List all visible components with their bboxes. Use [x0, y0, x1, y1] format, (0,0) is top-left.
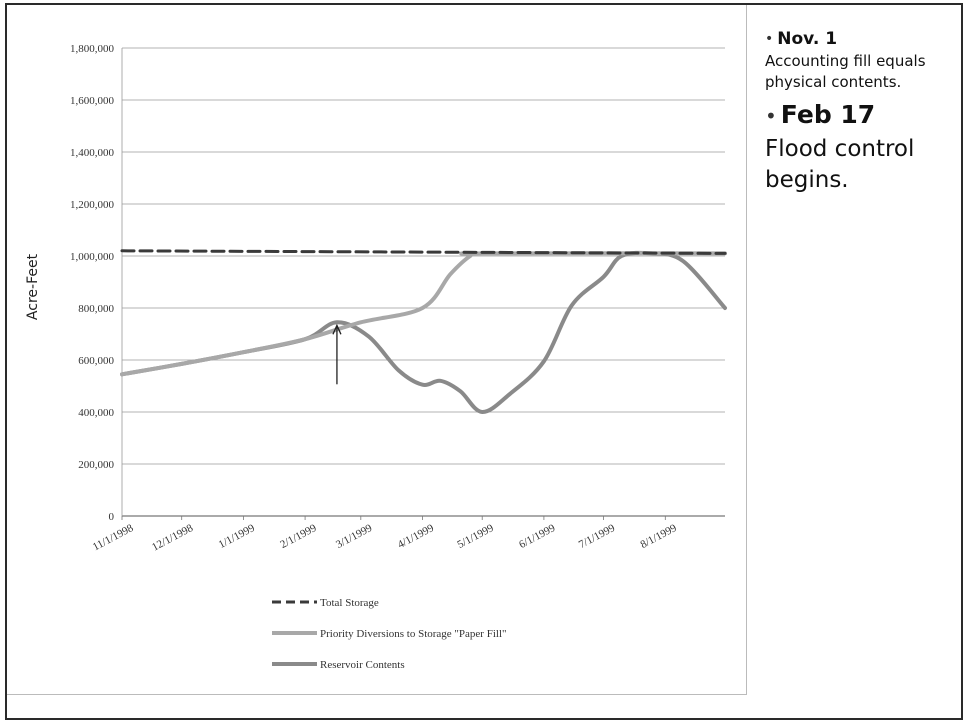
series-line-0: [120, 249, 727, 255]
y-tick-labels: 0 200,000 400,000 600,000 800,000 1,000,000 1,…: [70, 43, 115, 523]
bullet-icon: •: [765, 31, 774, 47]
notes-panel: • Nov. 1 Accounting fill equals physical …: [765, 27, 965, 196]
x-tick-label: 4/1/1999: [396, 522, 437, 551]
slide-frame: 0 200,000 400,000 600,000 800,000 1,000,000 1,…: [5, 3, 963, 720]
y-tick-label: 1,800,000: [70, 43, 115, 55]
note-feb17-title: Feb 17: [780, 100, 876, 129]
note-feb17-heading: • Feb 17: [765, 97, 965, 134]
legend-label: Reservoir Contents: [320, 659, 405, 671]
series-lines: [120, 249, 727, 414]
series-line-1: [120, 251, 727, 377]
series-line-2: [120, 250, 727, 414]
x-tick-label: 3/1/1999: [334, 522, 375, 551]
y-tick-label: 600,000: [78, 355, 114, 367]
note-nov1-heading: • Nov. 1: [765, 27, 965, 51]
y-tick-label: 200,000: [78, 459, 114, 471]
y-axis-label: Acre-Feet: [25, 253, 41, 320]
x-tick-label: 2/1/1999: [278, 522, 319, 551]
x-tick-labels: 11/1/1998 12/1/1998 1/1/1999 2/1/1999 3/1/19…: [91, 522, 679, 554]
x-tick-label: 1/1/1999: [217, 522, 258, 551]
y-tick-label: 800,000: [78, 303, 114, 315]
note-nov1-text: Accounting fill equals physical contents…: [765, 52, 926, 91]
note-nov1-title: Nov. 1: [777, 29, 838, 49]
legend-label: Total Storage: [320, 597, 379, 609]
y-tick-label: 1,600,000: [70, 95, 115, 107]
annotations: [332, 323, 342, 385]
y-tick-label: 0: [109, 511, 115, 523]
y-tick-label: 400,000: [78, 407, 114, 419]
grid-lines: [121, 47, 725, 520]
note-feb17-text: Flood control begins.: [765, 136, 915, 193]
y-tick-label: 1,000,000: [70, 251, 115, 263]
x-tick-label: 7/1/1999: [577, 522, 618, 551]
x-tick-label: 6/1/1999: [517, 522, 558, 551]
chart-legend: Total Storage Priority Diversions to Stor…: [272, 597, 507, 671]
y-tick-label: 1,400,000: [70, 147, 115, 159]
x-tick-label: 8/1/1999: [639, 522, 680, 551]
bullet-icon: •: [765, 104, 777, 128]
legend-label: Priority Diversions to Storage "Paper Fi…: [320, 628, 507, 640]
annotation-arrow-head: [332, 323, 342, 335]
y-tick-label: 1,200,000: [70, 199, 115, 211]
chart-panel: 0 200,000 400,000 600,000 800,000 1,000,000 1,…: [7, 5, 747, 695]
x-tick-label: 11/1/1998: [91, 522, 136, 554]
line-chart: 0 200,000 400,000 600,000 800,000 1,000,000 1,…: [25, 43, 727, 671]
x-tick-label: 12/1/1998: [150, 522, 195, 554]
x-tick-label: 5/1/1999: [455, 522, 496, 551]
